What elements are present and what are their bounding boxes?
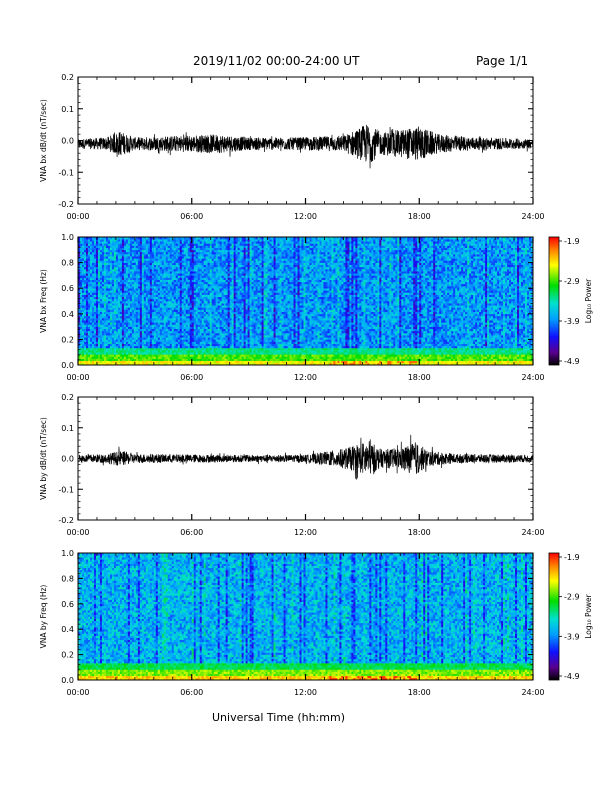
y-tick-label: 0.2	[61, 393, 74, 402]
y-tick-label: -0.1	[58, 168, 74, 177]
colorbar-tick-label: -4.9	[564, 672, 580, 681]
y-tick-label: 0.2	[61, 651, 74, 660]
y-tick-label: 0.4	[61, 625, 74, 634]
y-tick-label: 0.1	[61, 424, 74, 433]
y-axis-label: VNA by Freq (Hz)	[39, 585, 48, 649]
spectrogram-4	[78, 553, 533, 680]
x-tick-label: 00:00	[66, 212, 89, 221]
colorbar-tick-label: -3.9	[564, 317, 580, 326]
panel-1: 0.2 0.1 0.0 -0.1 -0.2 00:00 06:00 12:00 18:00 24:…	[39, 73, 545, 221]
x-tick-label: 00:00	[66, 688, 89, 697]
x-tick-label: 06:00	[180, 212, 203, 221]
y-tick-label: 0.8	[61, 259, 74, 268]
x-tick-label: 18:00	[408, 688, 431, 697]
colorbar-label: Log₁₀ Power	[584, 593, 593, 638]
x-tick-label: 12:00	[294, 688, 317, 697]
x-tick-label: 12:00	[294, 212, 317, 221]
colorbar-tick-label: -1.9	[564, 553, 580, 562]
panel-3: 0.2 0.1 0.0 -0.1 -0.2 00:00 06:00 12:00 18:00 24:…	[39, 393, 545, 537]
page-number: Page 1/1	[476, 54, 528, 68]
x-tick-label: 18:00	[408, 528, 431, 537]
y-axis-label: VNA by dB/dt (nT/sec)	[39, 417, 48, 500]
y-tick-label: 0.2	[61, 73, 74, 82]
series-line-3	[78, 435, 533, 480]
y-tick-label: -0.2	[58, 200, 74, 209]
x-tick-label: 24:00	[521, 528, 544, 537]
y-tick-label: 0.6	[61, 600, 74, 609]
y-tick-label: 1.0	[61, 549, 74, 558]
colorbar-tick-label: -2.9	[564, 593, 580, 602]
y-axis-label: VNA bx Freq (Hz)	[39, 269, 48, 333]
x-tick-label: 06:00	[180, 688, 203, 697]
x-tick-label: 24:00	[521, 212, 544, 221]
series-line-1	[78, 125, 533, 168]
x-tick-label: 06:00	[180, 373, 203, 382]
y-tick-label: 0.8	[61, 574, 74, 583]
panels-group: 0.2 0.1 0.0 -0.1 -0.2 00:00 06:00 12:00 18:00 24:…	[39, 73, 593, 697]
x-tick-label: 18:00	[408, 212, 431, 221]
spectrogram-2	[78, 237, 533, 365]
panel-2: -1.9 -2.9 -3.9 -4.9 Log₁₀ Power 1.0 0.8 0.6 0.4 0…	[39, 233, 593, 382]
colorbar-tick-label: -1.9	[564, 237, 580, 246]
y-tick-label: 0.1	[61, 105, 74, 114]
y-tick-label: 0.0	[61, 676, 74, 685]
x-tick-label: 06:00	[180, 528, 203, 537]
colorbar-tick-label: -2.9	[564, 277, 580, 286]
y-tick-label: 1.0	[61, 233, 74, 242]
y-tick-label: 0.0	[61, 137, 74, 146]
colorbar-tick-label: -4.9	[564, 357, 580, 366]
y-tick-label: 0.0	[61, 455, 74, 464]
x-tick-label: 00:00	[66, 528, 89, 537]
x-tick-label: 24:00	[521, 373, 544, 382]
y-tick-label: -0.2	[58, 516, 74, 525]
colorbar-label: Log₁₀ Power	[584, 278, 593, 323]
y-axis-label: VNA bx dB/dt (nT/sec)	[39, 99, 48, 182]
x-tick-label: 00:00	[66, 373, 89, 382]
x-tick-label: 18:00	[408, 373, 431, 382]
colorbar-tick-label: -3.9	[564, 632, 580, 641]
y-tick-label: -0.1	[58, 485, 74, 494]
plot-date-range: 2019/11/02 00:00-24:00 UT	[193, 54, 360, 68]
colorbar-4	[549, 553, 559, 680]
colorbar-2	[549, 237, 559, 365]
panel-4: -1.9 -2.9 -3.9 -4.9 Log₁₀ Power 1.0 0.8 0.6 0.4 0…	[39, 549, 593, 697]
y-tick-label: 0.2	[61, 335, 74, 344]
x-tick-label: 12:00	[294, 373, 317, 382]
x-tick-label: 12:00	[294, 528, 317, 537]
y-tick-label: 0.4	[61, 310, 74, 319]
x-tick-label: 24:00	[521, 688, 544, 697]
x-axis-label: Universal Time (hh:mm)	[212, 711, 345, 724]
y-tick-label: 0.0	[61, 361, 74, 370]
y-tick-label: 0.6	[61, 284, 74, 293]
